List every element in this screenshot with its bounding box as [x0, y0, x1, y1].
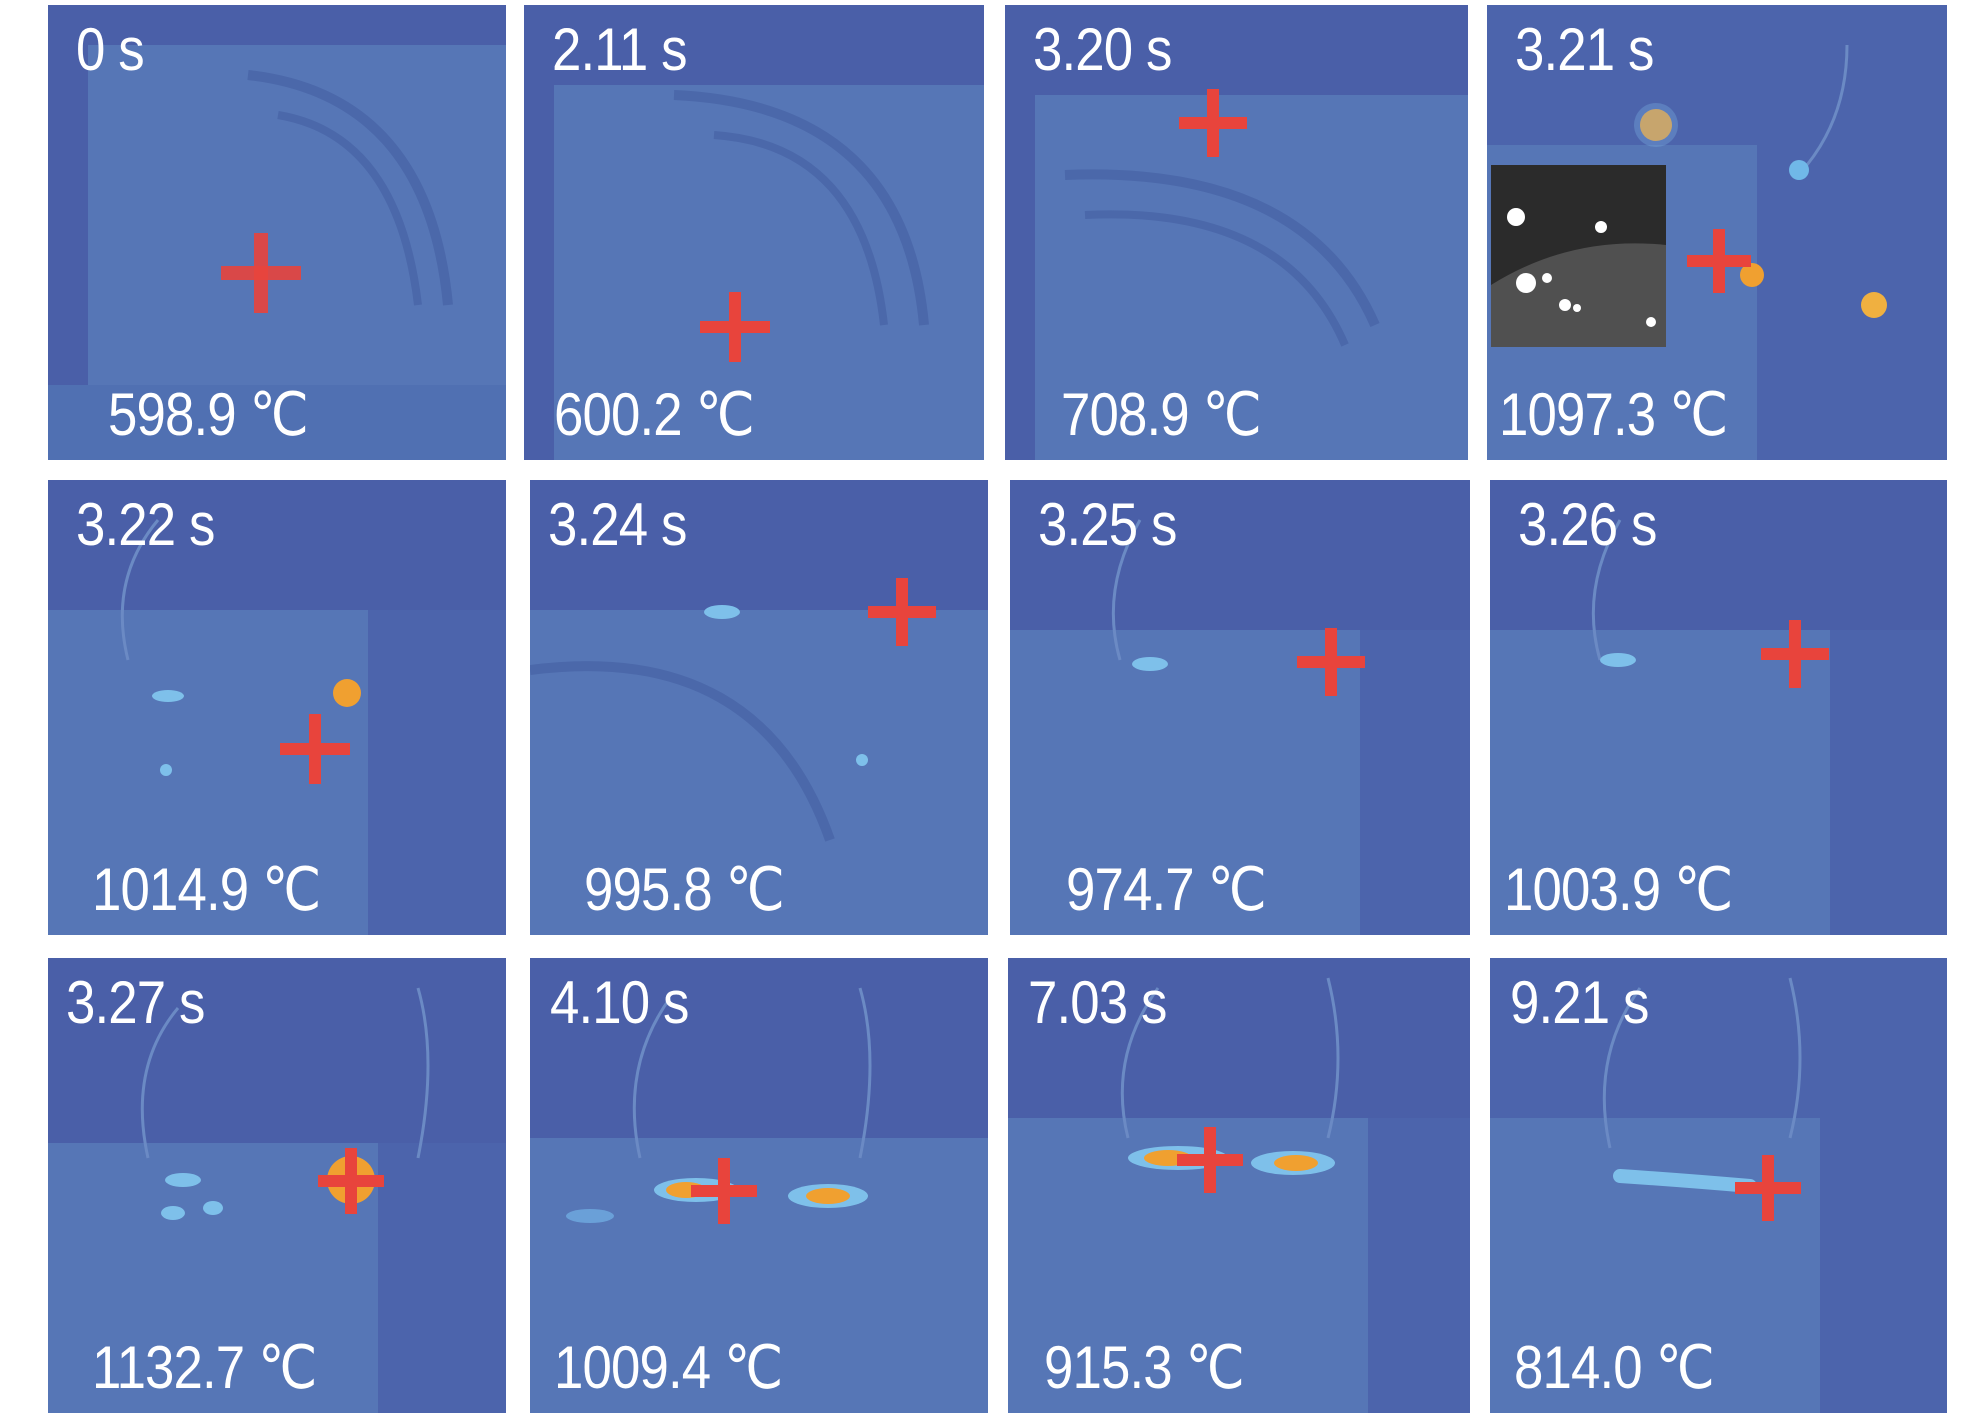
thermal-frame-7: 3.25 s 974.7 ℃ [1010, 480, 1470, 935]
frame-time: 0 s [76, 16, 145, 83]
crosshair-icon [1761, 620, 1829, 688]
thermal-image [1035, 95, 1468, 460]
thermal-image [1010, 519, 1470, 935]
crosshair-icon [1177, 1127, 1243, 1193]
thermal-frame-3: 3.20 s 708.9 ℃ [1005, 5, 1468, 460]
crosshair-icon [1297, 628, 1365, 696]
frame-temperature: 1003.9 ℃ [1504, 856, 1733, 923]
frame-temperature: 1132.7 ℃ [92, 1334, 317, 1401]
inset-image [1491, 165, 1666, 347]
crosshair-icon [221, 233, 301, 313]
thermal-frame-4: 3.21 s 1097.3 ℃ [1487, 5, 1947, 460]
frame-time: 3.26 s [1518, 491, 1657, 558]
frame-temperature: 598.9 ℃ [108, 381, 309, 448]
frame-temperature: 1097.3 ℃ [1499, 381, 1728, 448]
crosshair-icon [318, 1148, 384, 1214]
thermal-image [48, 987, 506, 1413]
crosshair-icon [280, 714, 350, 784]
crosshair-icon [1687, 229, 1751, 293]
frame-temperature: 915.3 ℃ [1044, 1334, 1245, 1401]
frame-time: 3.27 s [66, 969, 205, 1036]
thermal-frame-12: 9.21 s 814.0 ℃ [1490, 958, 1947, 1413]
thermal-image [554, 85, 984, 460]
frame-time: 3.22 s [76, 491, 215, 558]
thermal-frame-10: 4.10 s 1009.4 ℃ [530, 958, 988, 1413]
thermal-image [48, 519, 506, 935]
frame-time: 9.21 s [1510, 969, 1649, 1036]
crosshair-icon [1179, 89, 1247, 157]
photo-inset [1491, 165, 1666, 347]
frame-temperature: 1009.4 ℃ [554, 1334, 783, 1401]
thermal-image [48, 45, 506, 460]
thermal-frame-1: 0 s 598.9 ℃ [48, 5, 506, 460]
thermal-frame-11: 7.03 s 915.3 ℃ [1008, 958, 1470, 1413]
frame-time: 3.24 s [548, 491, 687, 558]
frame-temperature: 974.7 ℃ [1066, 856, 1267, 923]
thermal-image [530, 605, 988, 935]
frame-time: 3.21 s [1515, 16, 1654, 83]
crosshair-icon [691, 1158, 757, 1224]
frame-time: 2.11 s [552, 16, 688, 83]
frame-temperature: 995.8 ℃ [584, 856, 785, 923]
frame-time: 7.03 s [1028, 969, 1167, 1036]
crosshair-icon [700, 292, 770, 362]
frame-time: 3.20 s [1033, 16, 1172, 83]
thermal-image [530, 987, 988, 1413]
frame-temperature: 708.9 ℃ [1061, 381, 1262, 448]
thermal-frame-8: 3.26 s 1003.9 ℃ [1490, 480, 1947, 935]
frame-temperature: 600.2 ℃ [554, 381, 755, 448]
frame-temperature: 1014.9 ℃ [92, 856, 321, 923]
thermal-frame-2: 2.11 s 600.2 ℃ [524, 5, 984, 460]
frame-temperature: 814.0 ℃ [1514, 1334, 1715, 1401]
crosshair-icon [868, 578, 936, 646]
crosshair-icon [1735, 1155, 1801, 1221]
thermal-frame-6: 3.24 s 995.8 ℃ [530, 480, 988, 935]
thermal-frame-5: 3.22 s 1014.9 ℃ [48, 480, 506, 935]
thermal-image [1490, 519, 1947, 935]
thermal-frame-9: 3.27 s 1132.7 ℃ [48, 958, 506, 1413]
frame-time: 4.10 s [550, 969, 689, 1036]
thermal-image [1008, 977, 1470, 1413]
frame-time: 3.25 s [1038, 491, 1177, 558]
